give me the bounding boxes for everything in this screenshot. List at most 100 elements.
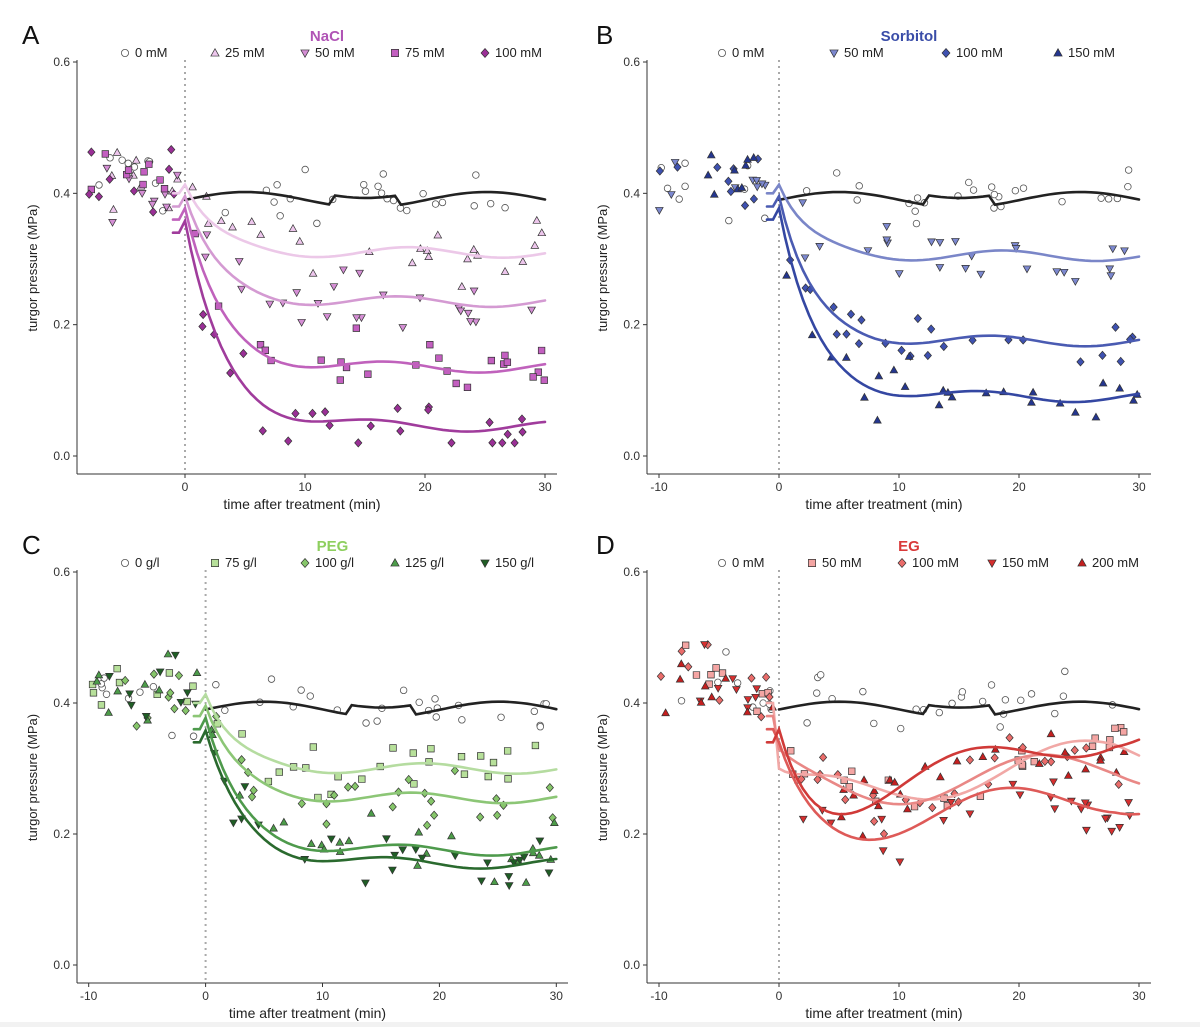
data-point — [712, 664, 720, 672]
data-point — [469, 287, 479, 296]
legend-label: 100 mM — [912, 555, 959, 570]
panel-letter: C — [22, 530, 41, 560]
data-point — [411, 846, 421, 854]
data-point — [990, 190, 999, 199]
data-point — [673, 162, 682, 172]
data-point — [301, 165, 309, 174]
data-point — [894, 270, 904, 279]
x-tick-label: 20 — [1012, 989, 1026, 1003]
y-tick-label: 0.6 — [53, 565, 70, 579]
data-point — [952, 756, 962, 765]
data-point — [518, 427, 527, 437]
data-point — [139, 180, 147, 189]
data-point — [798, 199, 808, 208]
data-point — [787, 747, 795, 755]
data-point — [676, 659, 686, 668]
data-point — [655, 166, 664, 176]
data-point — [855, 182, 863, 190]
data-point — [1017, 696, 1025, 705]
data-point — [94, 670, 104, 679]
data-point — [389, 744, 397, 752]
y-axis-label: turgor pressure (MPa) — [595, 204, 610, 331]
data-point — [247, 217, 257, 225]
data-point — [361, 879, 370, 888]
data-point — [422, 820, 432, 830]
data-point — [1008, 780, 1018, 789]
data-point — [1115, 383, 1125, 392]
x-tick-label: 0 — [202, 989, 209, 1003]
data-point — [322, 819, 331, 829]
panel-letter: D — [596, 530, 615, 560]
data-point — [112, 147, 122, 156]
data-point — [136, 688, 144, 696]
data-point — [295, 236, 305, 245]
trend-line-2 — [765, 192, 1141, 348]
data-point — [527, 306, 536, 315]
x-tick-label: 20 — [418, 480, 432, 494]
data-point — [913, 313, 922, 324]
data-point — [424, 252, 434, 260]
legend-marker-1 — [808, 559, 816, 567]
data-point — [1046, 757, 1056, 767]
trend-line-3 — [171, 204, 547, 374]
data-point — [935, 264, 945, 272]
legend-marker-0 — [718, 559, 727, 568]
trend-line-3 — [192, 714, 558, 857]
data-point — [1091, 412, 1101, 421]
data-point — [362, 719, 370, 727]
data-point — [878, 847, 888, 856]
data-point — [726, 186, 736, 197]
data-point — [261, 346, 269, 354]
data-point — [490, 877, 499, 886]
data-point — [317, 356, 325, 364]
data-point — [1061, 667, 1069, 676]
data-point — [269, 823, 278, 832]
y-tick-label: 0.4 — [53, 186, 70, 200]
data-point — [900, 382, 910, 390]
data-point — [288, 223, 298, 232]
data-point — [545, 782, 554, 793]
data-point — [832, 329, 841, 339]
data-point — [167, 144, 176, 155]
data-point — [113, 686, 123, 695]
data-point — [85, 189, 94, 199]
data-point — [500, 266, 510, 275]
y-axis-label: turgor pressure (MPa) — [25, 204, 40, 331]
data-point — [403, 206, 411, 215]
x-tick-label: 20 — [433, 989, 447, 1003]
data-point — [149, 669, 159, 679]
y-tick-label: 0.6 — [623, 55, 640, 69]
data-point — [519, 853, 529, 862]
data-point — [198, 321, 207, 332]
data-point — [978, 697, 987, 706]
data-point — [958, 688, 967, 696]
data-point — [661, 708, 670, 717]
trend-line-0 — [777, 700, 1141, 716]
trend-line-1 — [192, 691, 558, 776]
series-0 — [657, 159, 1133, 228]
legend-marker-1 — [210, 47, 220, 57]
data-point — [113, 664, 121, 673]
data-point — [813, 689, 821, 697]
data-point — [132, 721, 141, 731]
data-point — [504, 873, 514, 881]
legend-label: 200 mM — [1092, 555, 1139, 570]
data-point — [1005, 733, 1014, 743]
data-point — [497, 713, 505, 721]
data-point — [140, 168, 148, 176]
data-point — [833, 169, 841, 177]
legend-label: 0 mM — [732, 45, 765, 60]
data-point — [417, 854, 427, 863]
data-point — [934, 400, 944, 409]
data-point — [329, 283, 339, 292]
data-point — [108, 219, 117, 227]
data-point — [700, 641, 709, 650]
data-point — [498, 438, 507, 448]
data-point — [409, 749, 417, 757]
data-point — [749, 153, 759, 161]
data-point — [1129, 395, 1138, 404]
data-point — [732, 686, 741, 695]
data-point — [234, 258, 244, 266]
data-point — [1107, 827, 1117, 836]
data-point — [398, 324, 408, 333]
